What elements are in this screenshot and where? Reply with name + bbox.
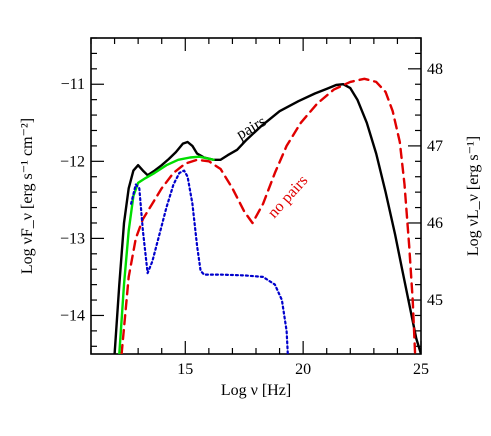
- ticks-layer: 15 20 25 −14 −13 −12 −11 45 46 47 48: [60, 37, 443, 378]
- y-tick-label: −12: [60, 153, 85, 170]
- y2-tick-label: 47: [427, 138, 443, 155]
- series-dotted-3-line: [130, 169, 289, 354]
- y2-tick-label: 45: [427, 292, 443, 309]
- series-pairs-line: [113, 83, 421, 354]
- y-tick-label: −14: [60, 307, 85, 324]
- y-tick-label: −11: [61, 76, 85, 93]
- y2-axis-label: Log νL_ν [erg s⁻¹]: [465, 136, 482, 256]
- annotation-no-pairs: no pairs: [265, 172, 312, 221]
- annotations-layer: pairs no pairs: [234, 113, 312, 222]
- x-tick-label: 15: [177, 361, 193, 378]
- y-tick-label: −13: [60, 230, 85, 247]
- x-tick-label: 20: [295, 361, 311, 378]
- y2-tick-label: 46: [427, 215, 443, 232]
- y-axis-label: Log νF_ν [erg s⁻¹ cm⁻²]: [19, 118, 36, 274]
- series-no-pairs-line: [120, 77, 417, 354]
- curves-layer: [113, 77, 421, 354]
- x-tick-label: 25: [413, 361, 429, 378]
- y2-tick-label: 48: [427, 61, 443, 78]
- series-solid-2-line: [118, 155, 215, 354]
- x-axis-label: Log ν [Hz]: [221, 382, 291, 399]
- annotation-pairs: pairs: [234, 113, 269, 143]
